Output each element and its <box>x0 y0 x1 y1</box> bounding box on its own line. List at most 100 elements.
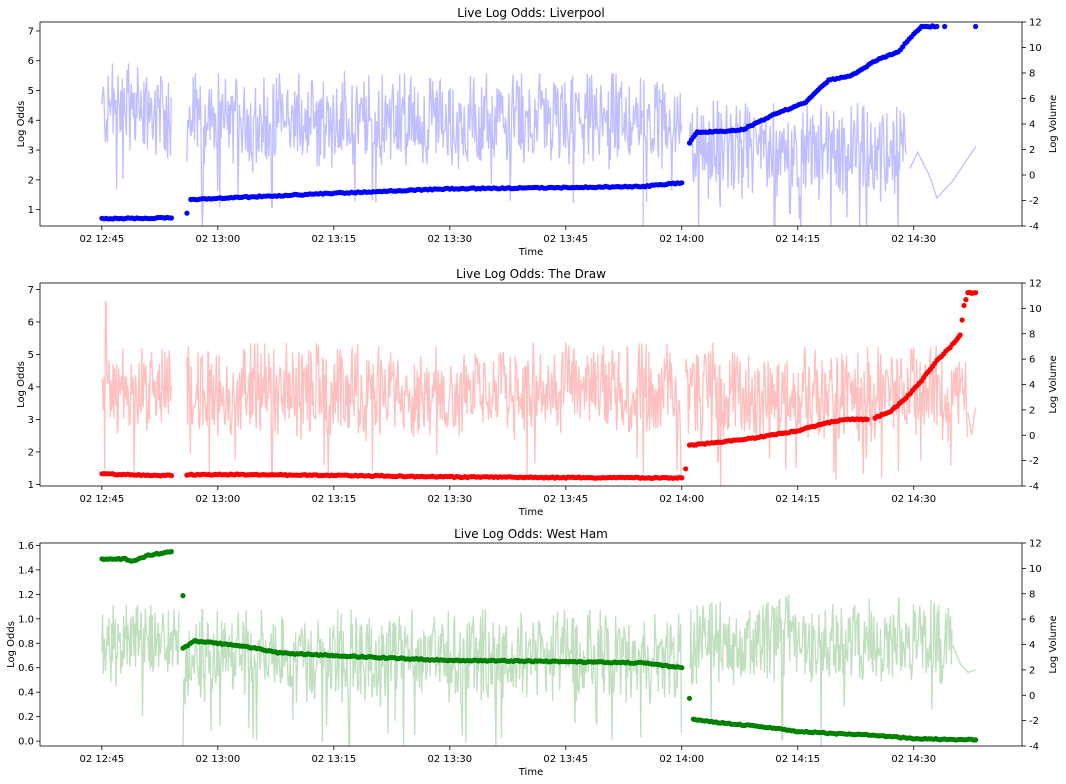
volume-line-segment-1 <box>101 604 180 716</box>
panel-3: 02 12:45 02 13:00 02 13:15 02 13:30 02 13:45… <box>6 527 1059 778</box>
x-tick-label: 02 14:30 <box>891 234 936 245</box>
y2-tick-label: 2 <box>1029 145 1035 156</box>
odds-marker-group-6 <box>973 23 979 30</box>
y-tick-label: 2 <box>28 447 34 458</box>
y-tick-label: 1.6 <box>18 541 34 552</box>
y2-tick-label: 10 <box>1029 304 1042 315</box>
odds-marker <box>942 23 948 30</box>
volume-line-segment-5 <box>909 146 977 200</box>
x-tick-label: 02 14:00 <box>659 494 704 505</box>
odds-marker <box>168 215 174 221</box>
x-tick-label: 02 12:45 <box>79 234 124 245</box>
y2-tick-label: 6 <box>1029 355 1035 366</box>
odds-marker <box>184 210 190 216</box>
x-tick-label: 02 13:15 <box>311 234 356 245</box>
chart-title: Live Log Odds: West Ham <box>454 527 608 541</box>
x-tick-label: 02 13:30 <box>427 494 472 505</box>
panel-1: 02 12:45 02 13:00 02 13:15 02 13:30 02 13:45… <box>16 6 1059 258</box>
volume-line-segment-4 <box>967 407 977 436</box>
odds-marker <box>168 473 174 479</box>
y2-tick-label: 8 <box>1029 69 1035 80</box>
volume-line-segment-2 <box>186 70 644 226</box>
odds-marker <box>864 416 871 422</box>
volume-line-segment-3 <box>684 342 969 486</box>
x-tick-label: 02 13:15 <box>311 754 356 765</box>
y2-tick-label: 10 <box>1029 564 1042 575</box>
x-axis-label: Time <box>518 767 543 778</box>
plot-area <box>99 549 979 746</box>
x-tick-label: 02 14:15 <box>775 754 820 765</box>
y2-tick-label: 10 <box>1029 43 1042 54</box>
x-tick-label: 02 13:45 <box>543 494 588 505</box>
y-tick-label: 4 <box>28 116 34 127</box>
chart-title: Live Log Odds: The Draw <box>456 267 606 281</box>
y2-tick-label: 4 <box>1029 120 1035 131</box>
y-tick-label: 0.0 <box>18 737 34 748</box>
y2-tick-label: -2 <box>1029 456 1039 467</box>
y2-tick-label: 0 <box>1029 171 1035 182</box>
odds-marker-group-5 <box>942 23 948 30</box>
y2-tick-label: 8 <box>1029 329 1035 340</box>
y2-tick-label: -4 <box>1029 742 1039 753</box>
volume-line-segment-3 <box>688 594 953 746</box>
odds-marker <box>934 23 940 30</box>
y-tick-label: 1 <box>28 480 34 491</box>
odds-marker <box>679 180 685 186</box>
odds-marker-group-4 <box>686 416 871 448</box>
y2-tick-label: 12 <box>1029 539 1042 550</box>
chart-title: Live Log Odds: Liverpool <box>457 6 604 20</box>
y-tick-label: 6 <box>28 56 34 67</box>
panel-2: 02 12:45 02 13:00 02 13:15 02 13:30 02 13:45… <box>16 267 1059 518</box>
odds-marker-group-5 <box>872 289 979 421</box>
x-tick-label: 02 13:45 <box>543 754 588 765</box>
odds-marker <box>957 332 963 338</box>
y-axis-label: Log Odds <box>6 621 17 668</box>
y-tick-label: 0.4 <box>18 688 34 699</box>
x-axis-label: Time <box>518 247 543 258</box>
y2-tick-label: -4 <box>1029 482 1039 493</box>
odds-marker-group-3 <box>683 466 689 472</box>
volume-line-segment-1 <box>101 63 172 189</box>
odds-marker <box>959 317 965 323</box>
odds-marker <box>683 466 689 472</box>
y-tick-label: 0.8 <box>18 639 34 650</box>
x-tick-label: 02 14:15 <box>775 494 820 505</box>
volume-line-segment-3 <box>642 80 683 226</box>
volume-line-segment-2 <box>186 342 682 476</box>
volume-line-segment-4 <box>688 100 907 226</box>
y-tick-label: 1.4 <box>18 565 34 576</box>
y2-tick-label: 6 <box>1029 615 1035 626</box>
y2-tick-label: 4 <box>1029 380 1035 391</box>
odds-marker <box>963 297 969 303</box>
y-axis-label: Log Odds <box>16 101 27 148</box>
y2-axis-label: Log Volume <box>1048 615 1059 673</box>
x-tick-label: 02 14:30 <box>891 754 936 765</box>
volume-line-segment-1 <box>101 301 172 473</box>
odds-marker-group-1 <box>99 471 174 479</box>
y-tick-label: 7 <box>28 26 34 37</box>
odds-marker <box>686 695 693 701</box>
y-tick-label: 4 <box>28 382 34 393</box>
y2-tick-label: 12 <box>1029 18 1042 29</box>
volume-line-segment-2 <box>182 608 683 746</box>
odds-marker <box>973 23 979 30</box>
y-tick-label: 7 <box>28 285 34 296</box>
y2-tick-label: 2 <box>1029 405 1035 416</box>
x-tick-label: 02 13:15 <box>311 494 356 505</box>
x-tick-label: 02 13:30 <box>427 234 472 245</box>
x-tick-label: 02 12:45 <box>79 494 124 505</box>
y2-tick-label: -2 <box>1029 716 1039 727</box>
y2-tick-label: 6 <box>1029 94 1035 105</box>
odds-marker-group-1 <box>99 549 174 564</box>
y2-axis-label: Log Volume <box>1048 95 1059 153</box>
x-tick-label: 02 13:00 <box>195 234 240 245</box>
y-tick-label: 1.2 <box>18 590 34 601</box>
odds-marker-group-5 <box>690 716 979 743</box>
y-tick-label: 0.2 <box>18 712 34 723</box>
odds-marker <box>679 665 685 671</box>
odds-marker <box>973 737 979 743</box>
x-axis-label: Time <box>518 507 543 518</box>
odds-marker-group-2 <box>184 471 685 481</box>
odds-marker-group-4 <box>686 23 940 146</box>
y2-tick-label: -4 <box>1029 222 1039 233</box>
